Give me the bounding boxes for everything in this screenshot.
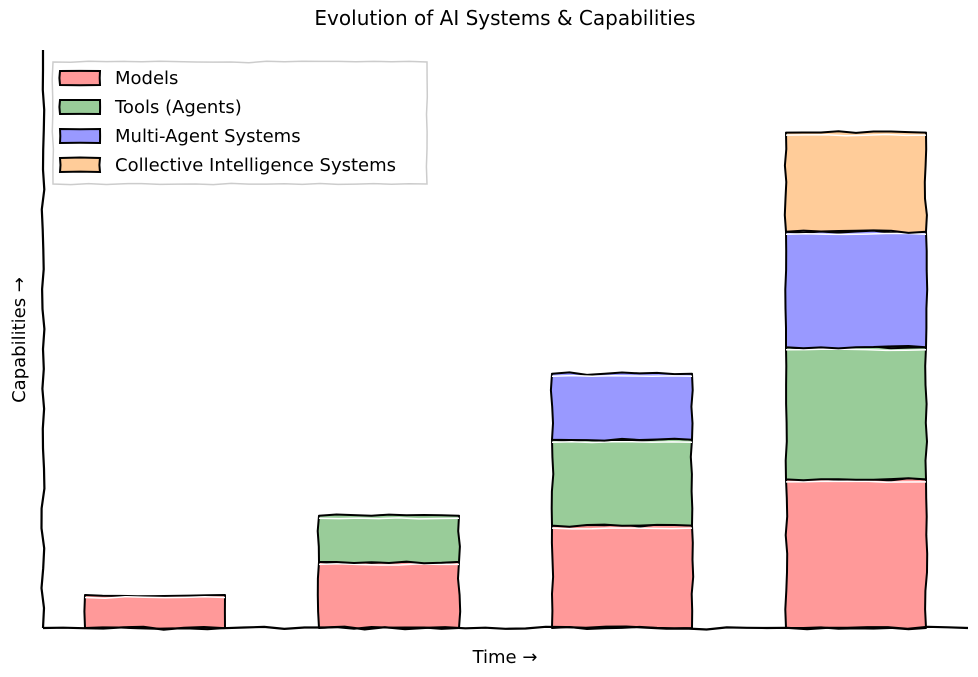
bar-models-4: [784, 477, 929, 631]
legend-label-3: Multi-Agent Systems: [115, 126, 301, 147]
bar-edge-highlight: [551, 374, 693, 377]
bar-segment: [784, 345, 928, 482]
bar-segment: [784, 229, 929, 350]
bar-segment: [550, 437, 694, 528]
bar-segment: [784, 477, 929, 631]
bar-edge-highlight: [318, 562, 459, 566]
bar-models-2: [316, 560, 462, 630]
bar-edge-highlight: [785, 348, 927, 352]
legend-label-4: Collective Intelligence Systems: [115, 155, 396, 176]
bar-tools-agents--4: [784, 345, 928, 482]
bar-edge-highlight: [318, 517, 460, 520]
bar-collective-intelligence-systems-4: [783, 130, 928, 234]
bar-tools-agents--3: [550, 437, 694, 528]
bar-edge-highlight: [84, 595, 226, 599]
bar-edge-highlight: [785, 133, 927, 137]
bar-segment: [550, 523, 695, 630]
legend-swatch-3: [58, 127, 102, 145]
bar-models-3: [550, 523, 695, 630]
bar-segment: [316, 513, 461, 565]
bar-segment: [783, 130, 928, 234]
legend-label-2: Tools (Agents): [114, 97, 242, 118]
x-axis-label: Time →: [472, 647, 538, 668]
bar-multi-agent-systems-4: [784, 229, 929, 350]
x-axis-line: [42, 625, 969, 631]
bar-edge-highlight: [785, 480, 927, 483]
legend-label-1: Models: [115, 68, 178, 89]
legend: Models Tools (Agents) Multi-Agent Systems C…: [51, 60, 429, 186]
bar-models-1: [83, 594, 226, 631]
y-axis-line: [40, 50, 46, 629]
y-axis-label: Capabilities →: [9, 277, 30, 403]
chart-title: Evolution of AI Systems & Capabilities: [314, 6, 695, 30]
bar-segment: [83, 594, 226, 631]
legend-swatch-4: [58, 156, 102, 174]
bar-multi-agent-systems-3: [549, 371, 694, 442]
bar-tools-agents--2: [316, 513, 461, 565]
legend-frame: [51, 60, 429, 186]
legend-swatch-1: [58, 69, 102, 87]
bar-edge-highlight: [551, 527, 693, 530]
legend-swatch-2: [58, 99, 102, 116]
bar-segment: [549, 371, 694, 442]
bars-layer: [83, 130, 929, 631]
bar-edge-highlight: [785, 232, 927, 236]
bar-edge-highlight: [551, 440, 693, 444]
bar-segment: [316, 560, 462, 630]
